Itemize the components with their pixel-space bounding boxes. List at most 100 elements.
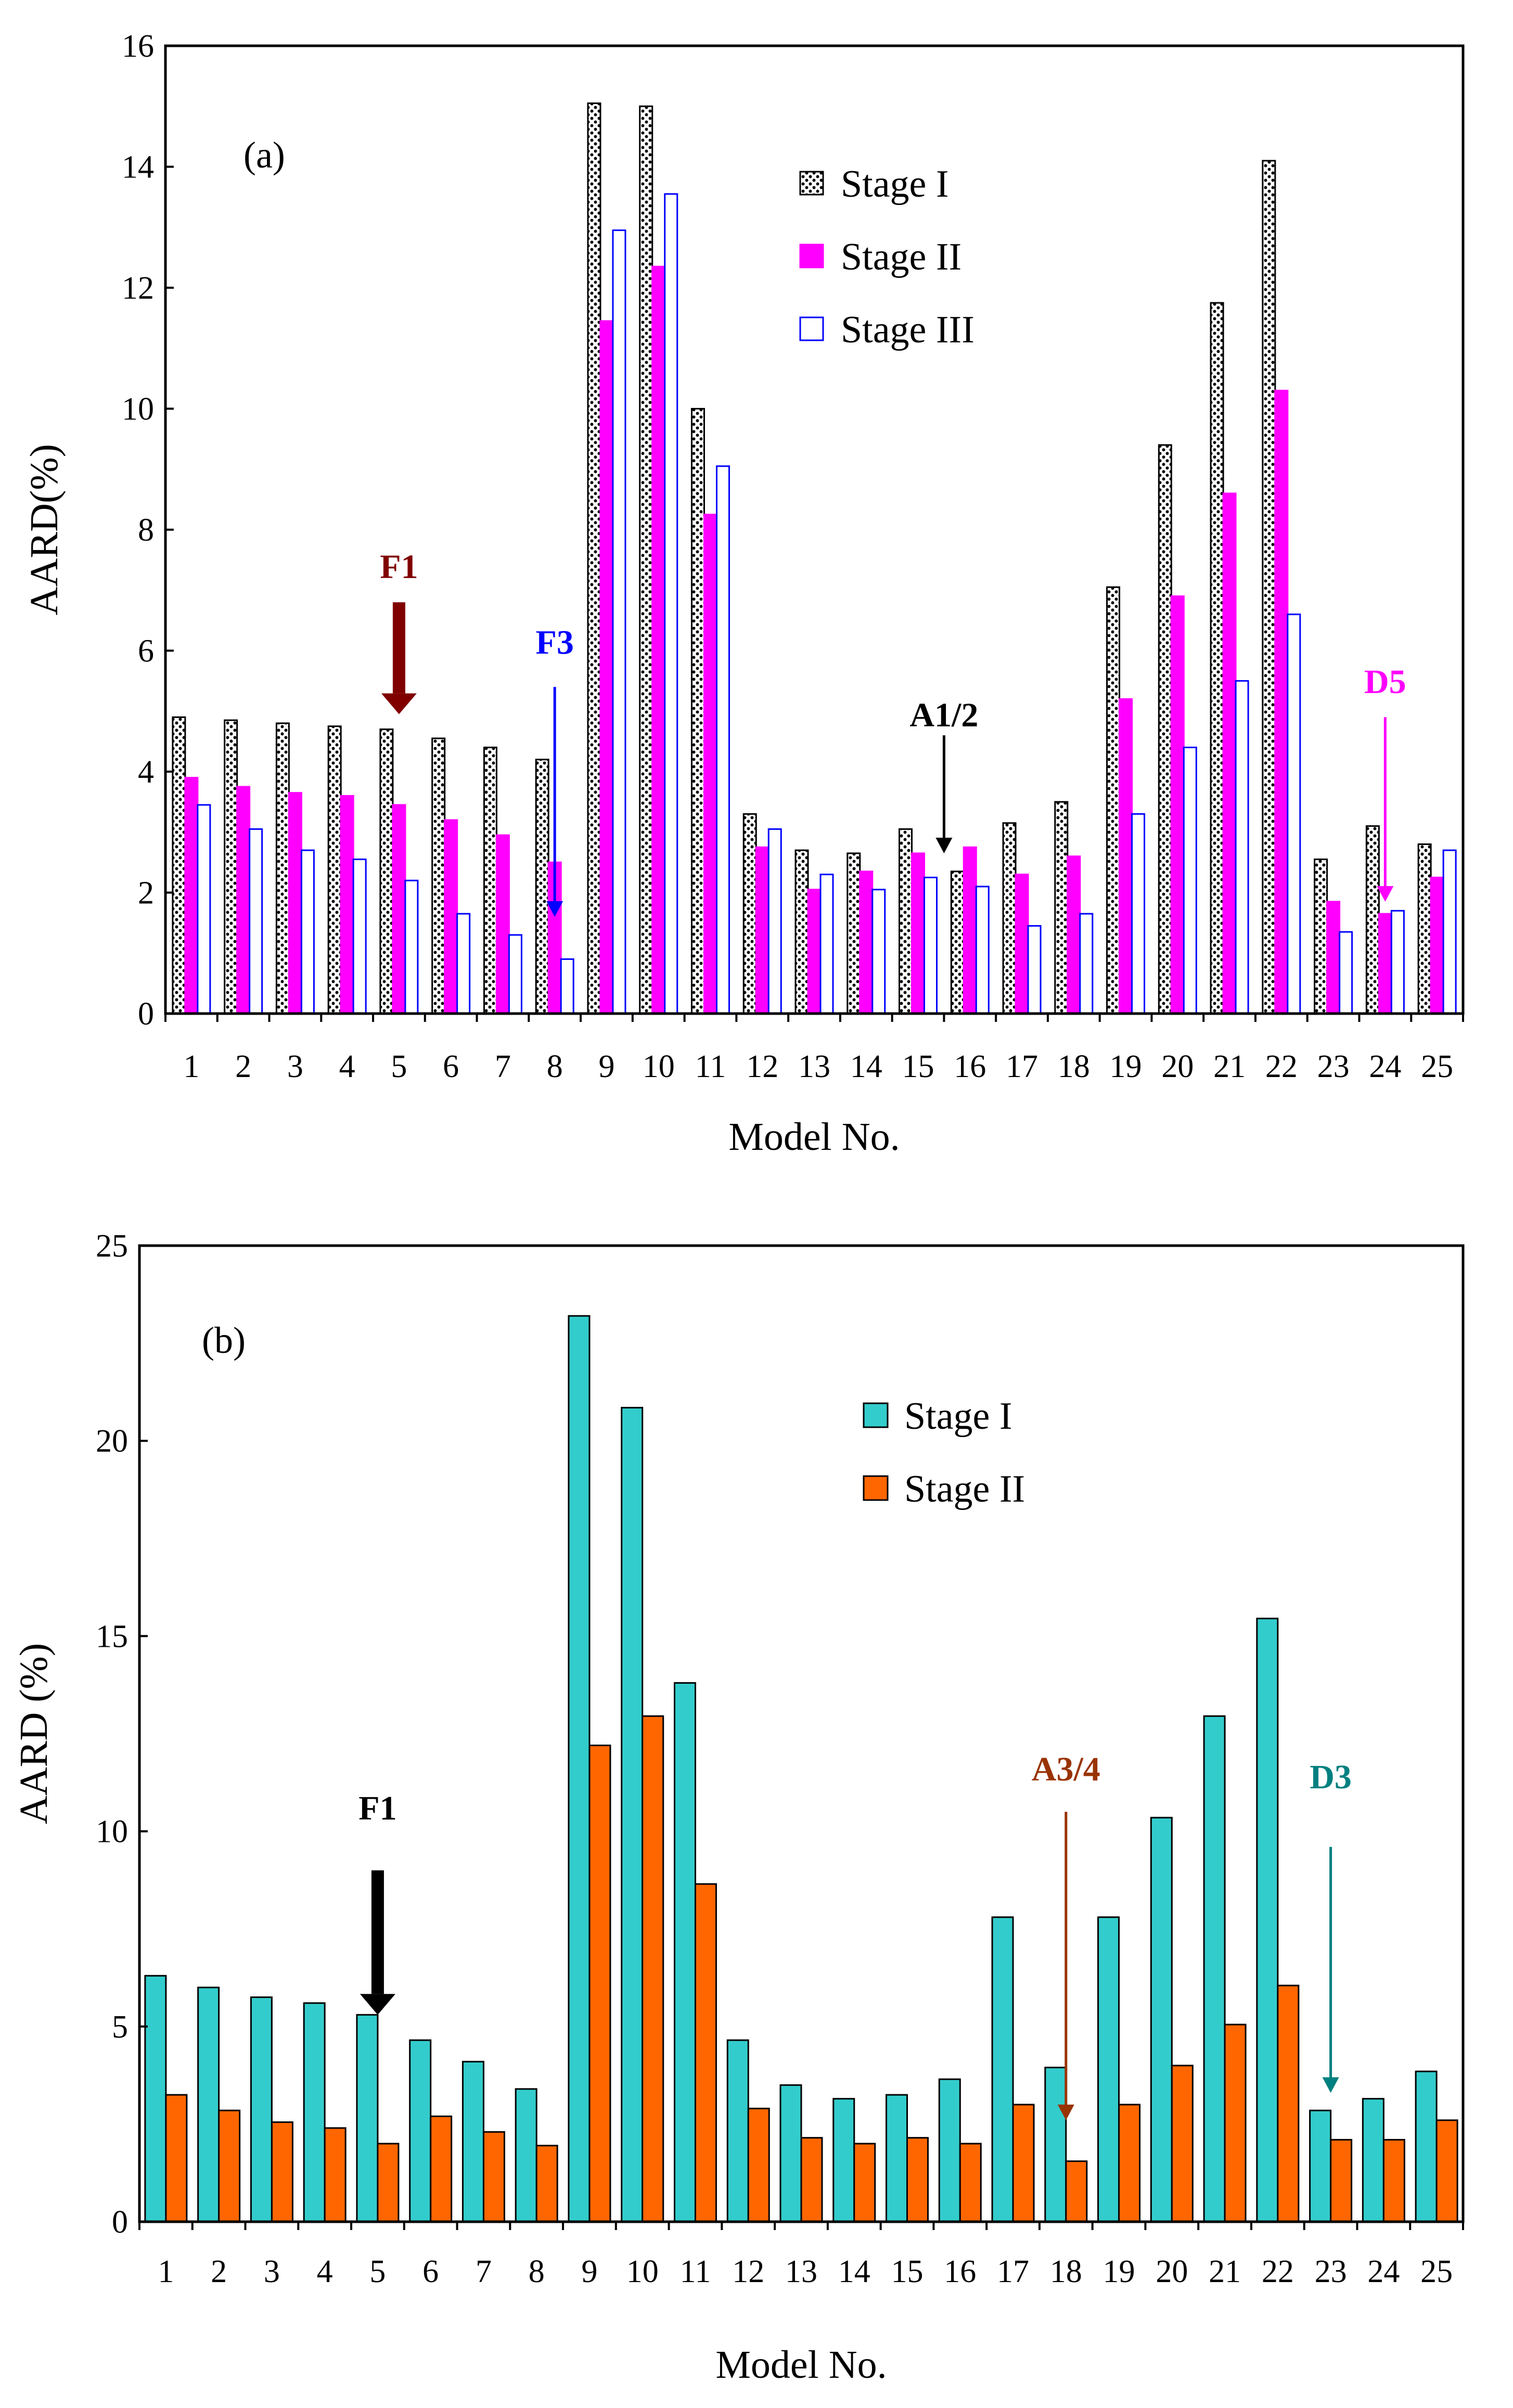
bar-stage-ii-2	[218, 2109, 241, 2223]
x-tick-label: 15	[902, 1049, 934, 1084]
annotation-a3-4: A3/4	[1032, 1750, 1100, 2120]
bar-stage-i-21	[1210, 302, 1224, 1015]
bar-stage-i-4	[303, 2002, 326, 2223]
bar-stage-ii-5	[392, 804, 406, 1015]
x-tick-label: 6	[443, 1049, 459, 1084]
bar-stage-i-22	[1256, 1618, 1279, 2223]
bar-stage-ii-23	[1326, 901, 1341, 1015]
legend-label: Stage III	[841, 309, 975, 351]
x-tick-label: 5	[369, 2254, 386, 2289]
bar-stage-ii-12	[755, 846, 770, 1015]
legend-swatch	[799, 171, 824, 196]
annotation-arrow-head	[935, 837, 953, 853]
bar-stage-ii-6	[430, 2115, 453, 2223]
bar-stage-i-17	[991, 1916, 1014, 2223]
bar-stage-i-10	[639, 105, 653, 1015]
bar-stage-ii-24	[1378, 913, 1392, 1015]
legend-label: Stage II	[841, 236, 961, 278]
x-tick-label: 18	[1050, 2254, 1082, 2289]
bar-stage-i-15	[899, 828, 913, 1015]
annotation-d3: D3	[1310, 1758, 1352, 2093]
y-tick-label: 10	[96, 1814, 128, 1850]
x-tick-label: 10	[626, 2254, 659, 2289]
bar-stage-ii-11	[694, 1883, 717, 2223]
annotation-arrow-head	[360, 1994, 395, 2015]
x-tick-label: 23	[1317, 1049, 1350, 1084]
bar-stage-ii-25	[1435, 2119, 1458, 2223]
bar-stage-i-1	[144, 1975, 167, 2223]
bar-stage-i-11	[690, 408, 705, 1015]
legend-swatch	[799, 244, 824, 268]
bar-stage-i-18	[1044, 2067, 1067, 2223]
bar-stage-ii-10	[651, 265, 666, 1015]
x-tick-label: 17	[1006, 1049, 1038, 1084]
bar-stage-ii-19	[1118, 2104, 1141, 2223]
bar-stage-ii-12	[747, 2107, 770, 2223]
x-tick-label: 5	[391, 1049, 407, 1084]
y-axis-title: AARD(%)	[22, 444, 66, 615]
x-tick-label: 12	[746, 1049, 778, 1084]
y-tick-label: 0	[112, 2205, 128, 2240]
bar-stage-iii-19	[1131, 813, 1146, 1015]
x-tick-label: 2	[235, 1049, 251, 1084]
bar-stage-i-19	[1097, 1916, 1120, 2223]
x-tick-label: 17	[997, 2254, 1029, 2289]
bar-stage-iii-7	[508, 934, 522, 1015]
x-tick-label: 4	[317, 2254, 333, 2289]
series-stage-ii	[184, 265, 1444, 1015]
y-axis-title: AARD (%)	[12, 1643, 56, 1824]
annotation-label: F1	[358, 1789, 396, 1827]
y-tick-label: 14	[122, 150, 154, 185]
x-tick-label: 24	[1369, 1049, 1401, 1084]
bar-stage-ii-1	[184, 777, 199, 1015]
bar-stage-iii-16	[975, 886, 990, 1015]
bar-stage-ii-15	[911, 852, 926, 1015]
bar-stage-iii-2	[249, 828, 263, 1015]
x-tick-label: 9	[581, 2254, 597, 2289]
bar-stage-i-9	[568, 1315, 591, 2223]
bar-stage-ii-21	[1224, 2023, 1247, 2223]
y-tick-label: 6	[138, 634, 154, 669]
series-stage-iii	[197, 193, 1457, 1015]
x-tick-label: 2	[211, 2254, 227, 2289]
bar-stage-iii-20	[1183, 747, 1197, 1015]
bar-stage-iii-1	[197, 804, 211, 1015]
y-tick-label: 20	[96, 1424, 128, 1459]
x-tick-label: 21	[1213, 1049, 1246, 1084]
bar-stage-ii-22	[1274, 390, 1289, 1015]
annotation-label: A1/2	[909, 696, 978, 734]
x-tick-label: 25	[1421, 1049, 1453, 1084]
bar-stage-iii-25	[1442, 849, 1457, 1015]
bar-stage-i-12	[742, 813, 757, 1015]
x-tick-label: 22	[1265, 1049, 1298, 1084]
bar-stage-iii-15	[924, 876, 938, 1015]
annotation-label: F1	[380, 548, 418, 586]
x-tick-label: 22	[1262, 2254, 1294, 2289]
x-tick-label: 21	[1209, 2254, 1241, 2289]
bar-stage-ii-18	[1067, 855, 1081, 1015]
bar-stage-iii-4	[352, 859, 367, 1015]
legend-swatch	[863, 1402, 889, 1428]
x-tick-label: 14	[838, 2254, 870, 2289]
series-stage-i	[144, 1315, 1438, 2223]
bar-stage-i-3	[275, 722, 290, 1015]
x-tick-label: 8	[547, 1049, 563, 1084]
bar-stage-ii-20	[1170, 595, 1185, 1015]
bar-stage-i-11	[673, 1682, 696, 2223]
x-tick-label: 4	[339, 1049, 355, 1084]
bar-stage-ii-25	[1430, 876, 1444, 1015]
annotation-arrow-head	[546, 901, 563, 917]
annotation-label: D5	[1364, 663, 1406, 701]
bar-stage-i-25	[1415, 2070, 1438, 2223]
annotation-f3: F3	[536, 623, 574, 917]
bar-stage-i-25	[1417, 843, 1432, 1015]
bar-stage-ii-10	[642, 1715, 664, 2223]
annotation-f1: F1	[380, 548, 418, 714]
x-tick-label: 13	[785, 2254, 817, 2289]
bar-stage-i-12	[726, 2039, 749, 2223]
bar-stage-ii-16	[963, 846, 977, 1015]
bar-stage-i-4	[327, 725, 342, 1015]
x-tick-label: 16	[954, 1049, 986, 1084]
legend: Stage I Stage II Stage III	[799, 163, 975, 351]
